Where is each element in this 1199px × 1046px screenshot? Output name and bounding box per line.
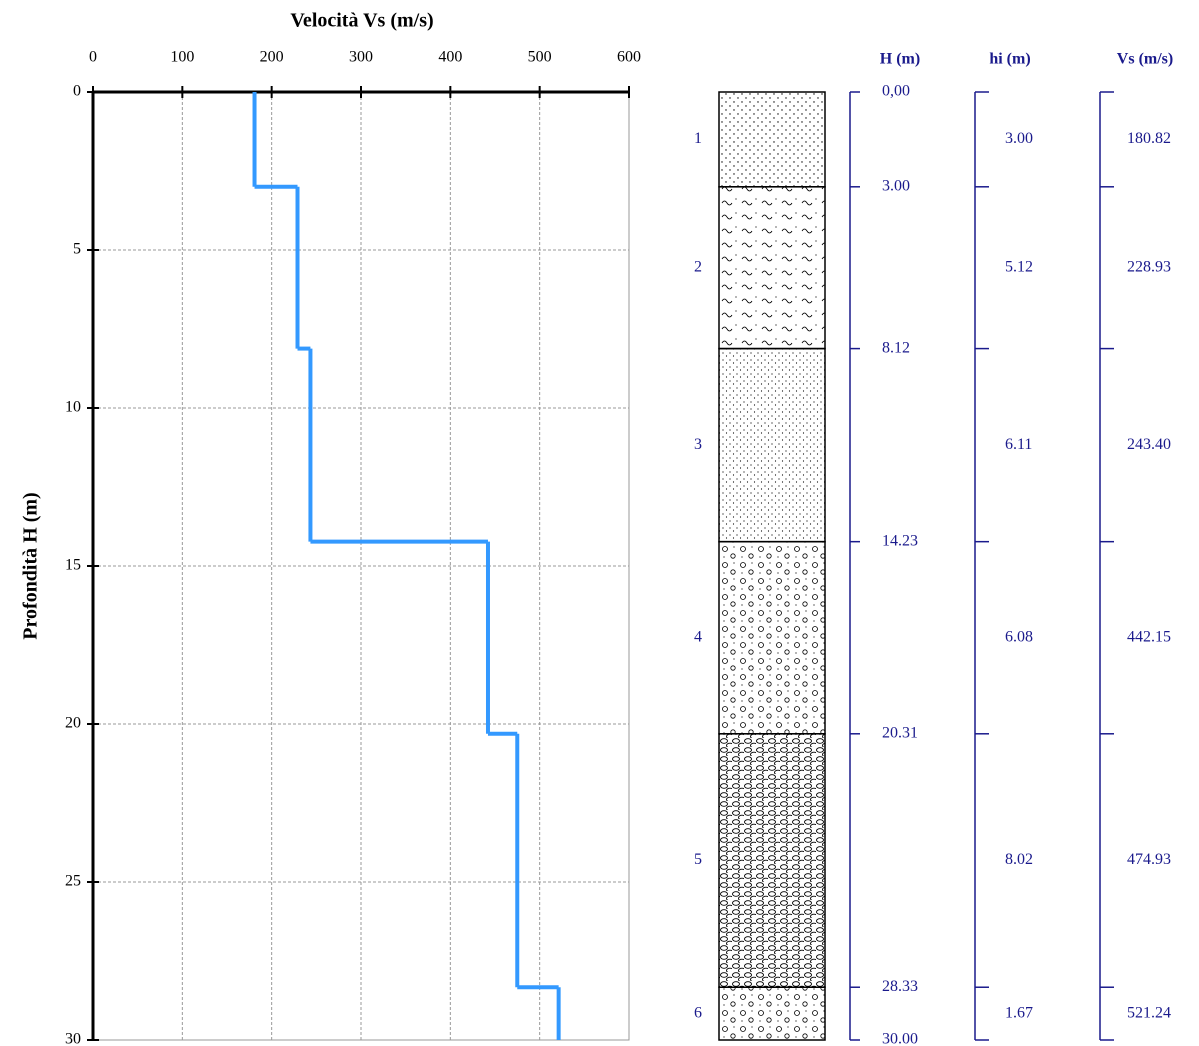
stratum — [718, 186, 826, 350]
stratum — [718, 540, 826, 735]
stratum — [718, 347, 826, 543]
stratum — [718, 986, 826, 1041]
column-header: hi (m) — [989, 51, 1030, 68]
y-tick-label: 15 — [65, 557, 81, 574]
depth-label: 28.33 — [882, 978, 918, 995]
x-tick-label: 200 — [260, 49, 284, 66]
stratum — [718, 733, 826, 988]
y-tick-label: 20 — [65, 715, 81, 732]
vs-label: 521.24 — [1127, 1004, 1171, 1021]
x-tick-label: 600 — [617, 49, 641, 66]
depth-label: 0,00 — [882, 83, 910, 100]
y-tick-label: 25 — [65, 873, 81, 890]
layer-number: 2 — [694, 258, 702, 275]
chart-title: Velocità Vs (m/s) — [290, 10, 433, 32]
thickness-label: 1.67 — [1005, 1004, 1033, 1021]
thickness-label: 8.02 — [1005, 851, 1033, 868]
y-tick-label: 5 — [73, 241, 81, 258]
thickness-label: 6.08 — [1005, 628, 1033, 645]
layer-number: 1 — [694, 130, 702, 147]
thickness-label: 6.11 — [1005, 436, 1032, 453]
x-tick-label: 500 — [528, 49, 552, 66]
depth-label: 14.23 — [882, 532, 918, 549]
vs-label: 474.93 — [1127, 851, 1171, 868]
x-tick-label: 300 — [349, 49, 373, 66]
x-tick-label: 0 — [89, 49, 97, 66]
depth-label: 20.31 — [882, 724, 918, 741]
vs-label: 442.15 — [1127, 628, 1171, 645]
vs-label: 228.93 — [1127, 258, 1171, 275]
x-tick-label: 100 — [170, 49, 194, 66]
layer-number: 5 — [694, 851, 702, 868]
column-header: H (m) — [880, 51, 920, 68]
y-tick-label: 0 — [73, 83, 81, 100]
depth-label: 8.12 — [882, 339, 910, 356]
y-axis-label: Profondità H (m) — [20, 492, 42, 639]
stratum — [718, 91, 826, 188]
thickness-label: 3.00 — [1005, 130, 1033, 147]
vs-label: 243.40 — [1127, 436, 1171, 453]
depth-label: 3.00 — [882, 177, 910, 194]
column-header: Vs (m/s) — [1117, 51, 1173, 68]
vs-label: 180.82 — [1127, 130, 1171, 147]
y-tick-label: 30 — [65, 1031, 81, 1046]
x-tick-label: 400 — [438, 49, 462, 66]
depth-label: 30.00 — [882, 1031, 918, 1046]
layer-number: 4 — [694, 628, 702, 645]
layer-number: 3 — [694, 436, 702, 453]
y-tick-label: 10 — [65, 399, 81, 416]
thickness-label: 5.12 — [1005, 258, 1033, 275]
layer-number: 6 — [694, 1004, 702, 1021]
